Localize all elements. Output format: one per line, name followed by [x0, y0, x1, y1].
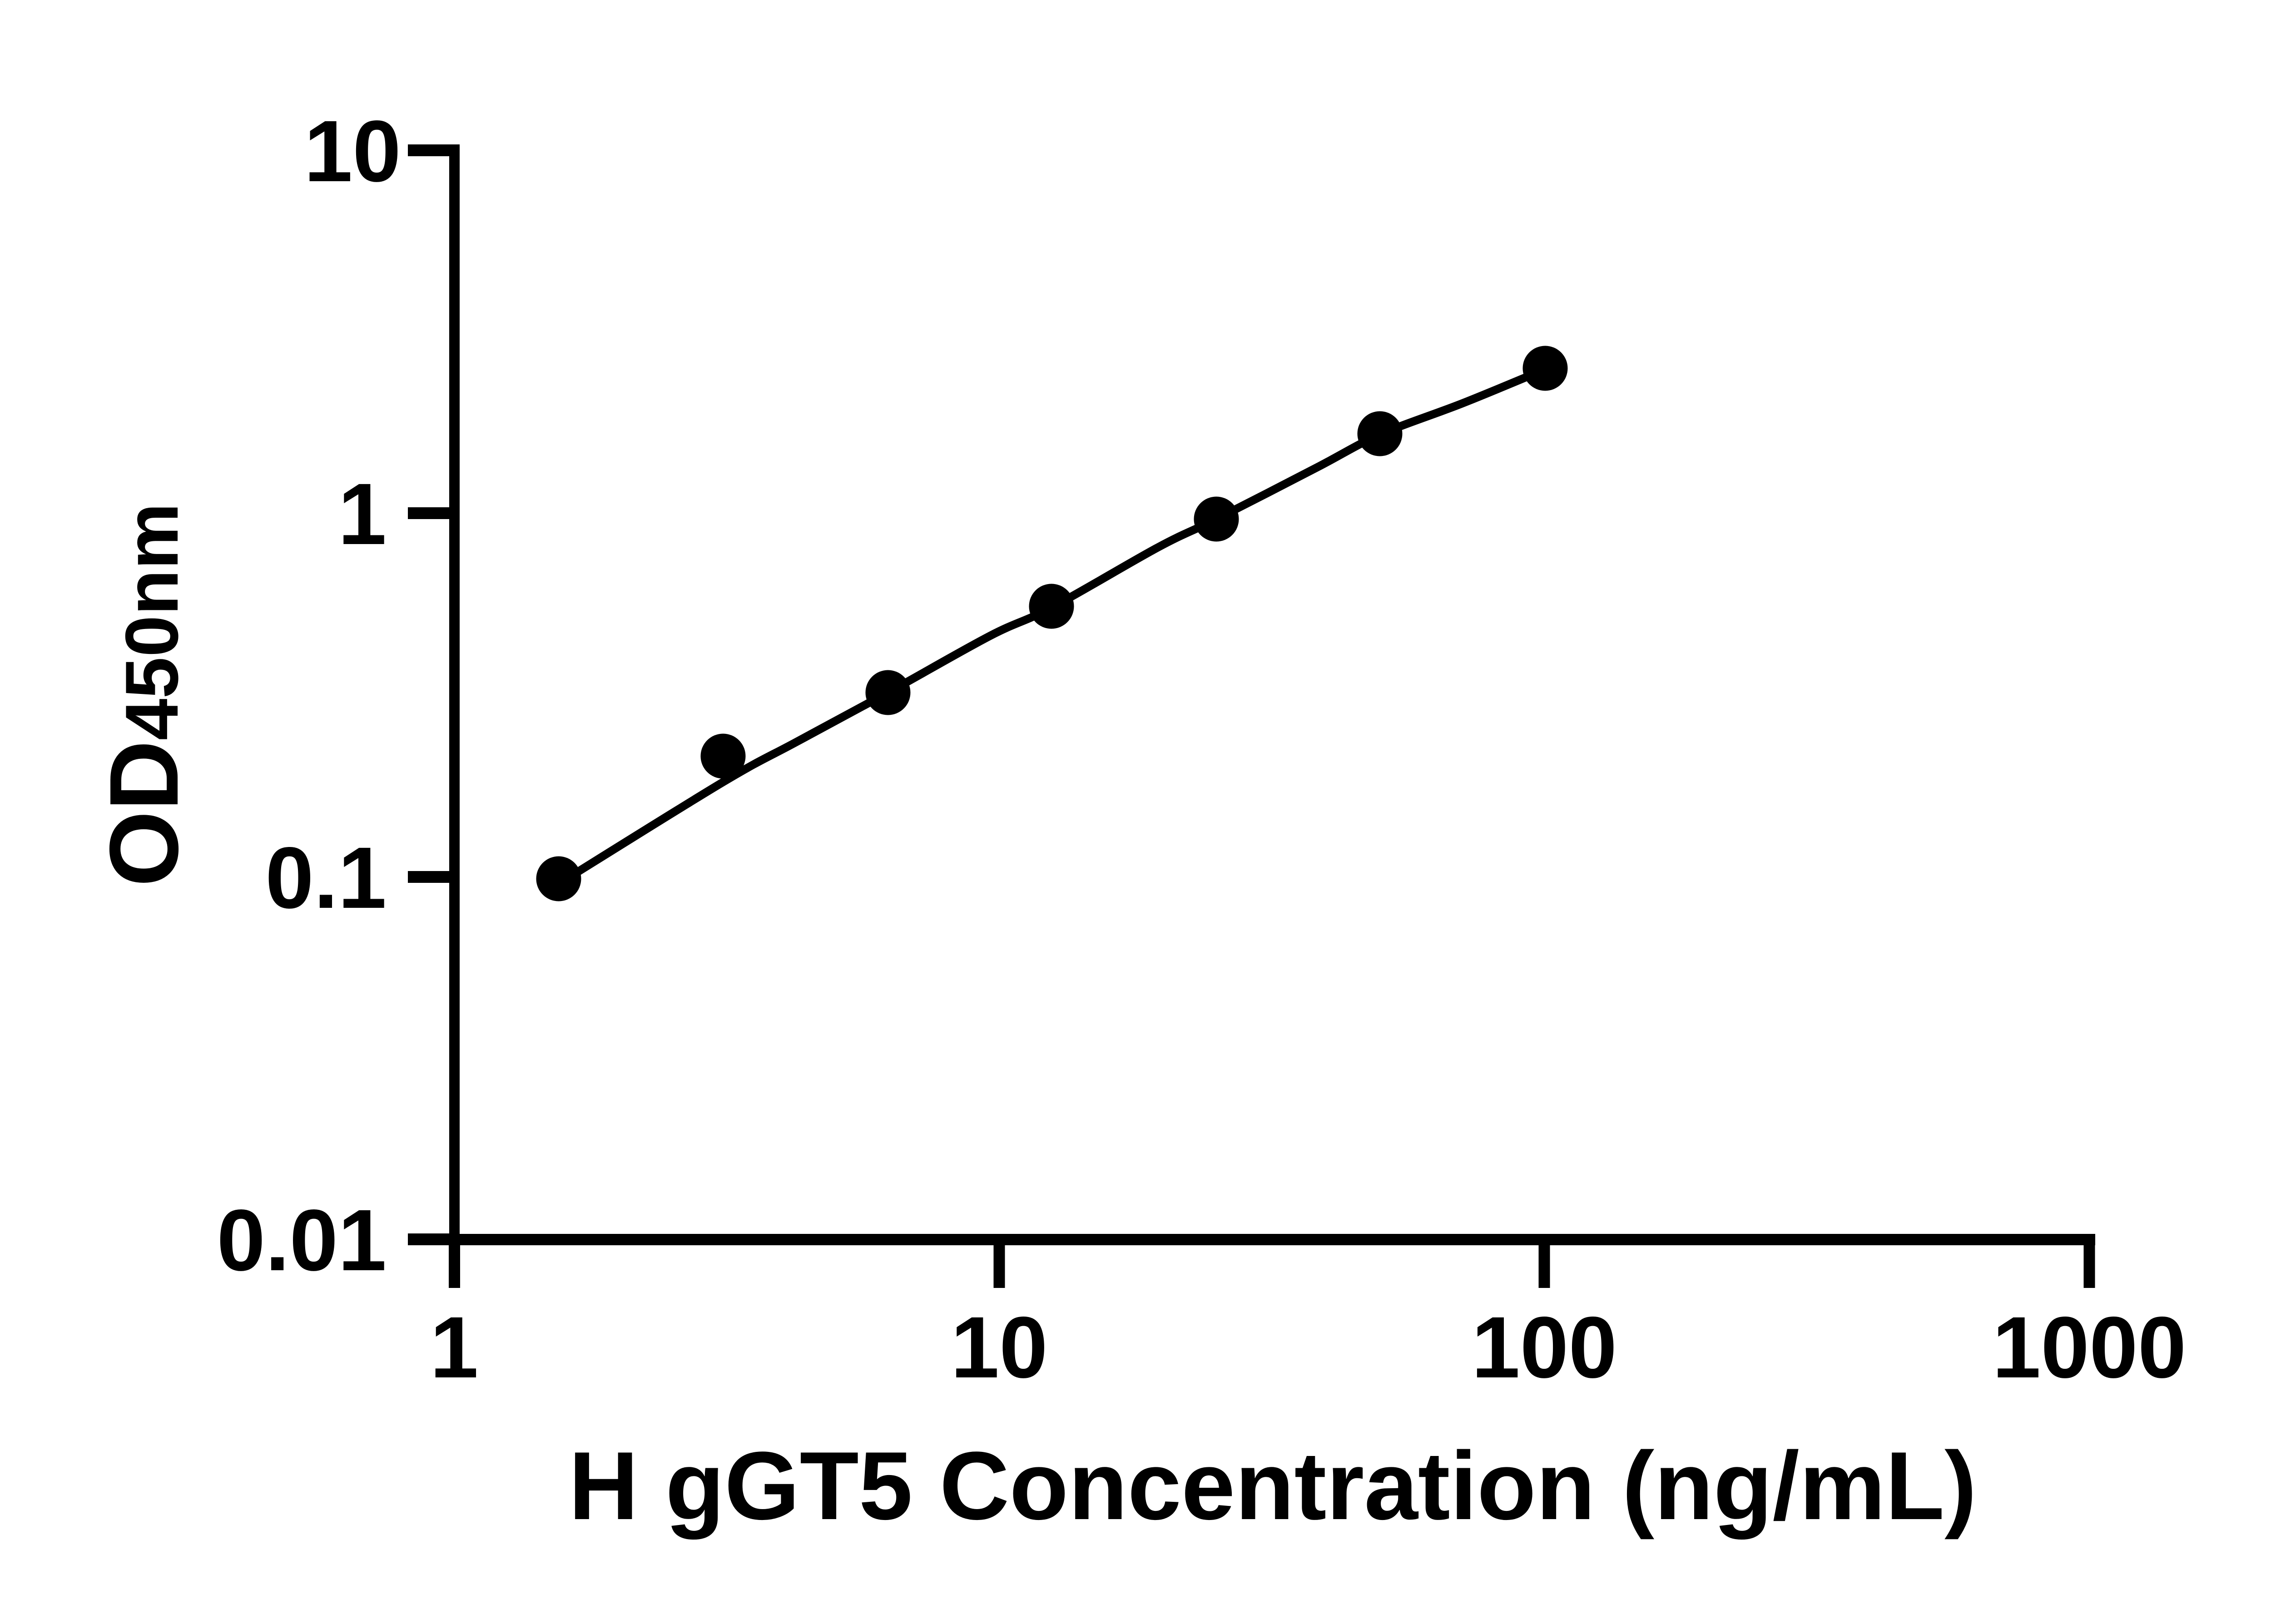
svg-text:0.1: 0.1 — [265, 829, 387, 926]
svg-text:OD450nm: OD450nm — [89, 503, 198, 886]
svg-text:H gGT5 Concentration (ng/mL): H gGT5 Concentration (ng/mL) — [569, 1432, 1977, 1540]
svg-text:0.01: 0.01 — [217, 1191, 387, 1289]
svg-text:1000: 1000 — [1992, 1298, 2186, 1396]
svg-text:100: 100 — [1472, 1298, 1617, 1396]
svg-text:10: 10 — [304, 102, 401, 200]
svg-text:1: 1 — [430, 1298, 479, 1396]
svg-text:1: 1 — [338, 465, 387, 563]
svg-text:10: 10 — [951, 1298, 1048, 1396]
